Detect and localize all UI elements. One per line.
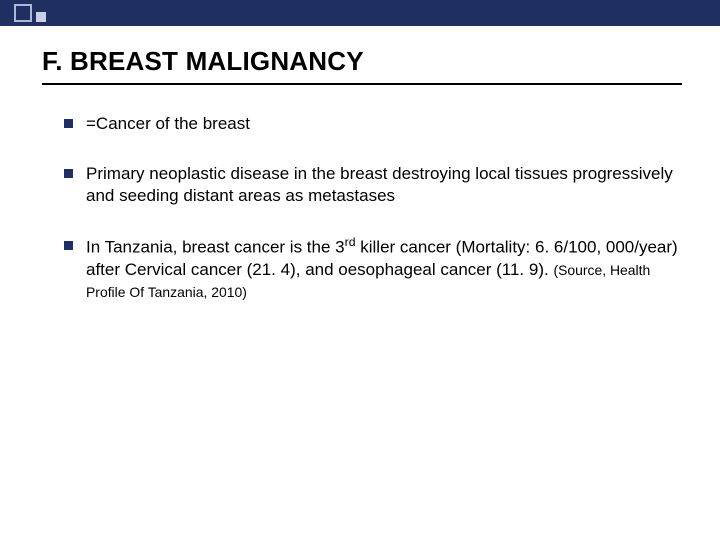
- bullet-list: =Cancer of the breast Primary neoplastic…: [42, 113, 678, 303]
- title-divider: [42, 83, 682, 85]
- bullet-text: Primary neoplastic disease in the breast…: [86, 164, 673, 205]
- ordinal-suffix: rd: [345, 235, 356, 249]
- decor-square-solid-icon: [36, 12, 46, 22]
- decor-square-outline-icon: [14, 4, 32, 22]
- list-item: =Cancer of the breast: [64, 113, 678, 135]
- slide-body: F. BREAST MALIGNANCY =Cancer of the brea…: [0, 26, 720, 351]
- slide-title: F. BREAST MALIGNANCY: [42, 46, 678, 77]
- list-item: Primary neoplastic disease in the breast…: [64, 163, 678, 207]
- slide-topbar: [0, 0, 720, 26]
- bullet-text: =Cancer of the breast: [86, 114, 250, 133]
- list-item: In Tanzania, breast cancer is the 3rd ki…: [64, 235, 678, 303]
- bullet-text-pre: In Tanzania, breast cancer is the 3: [86, 238, 345, 257]
